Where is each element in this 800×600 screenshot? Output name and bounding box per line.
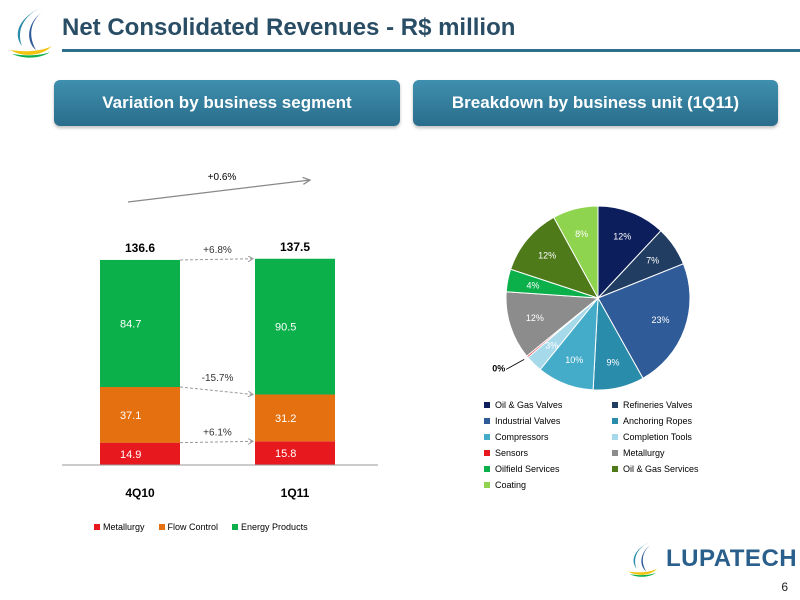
pie-slice-label: 10%	[565, 355, 583, 365]
legend-label: Oil & Gas Services	[623, 464, 699, 474]
bar-value-label: 14.9	[120, 449, 141, 461]
page-title: Net Consolidated Revenues - R$ million	[62, 14, 516, 41]
pie-legend-item: Sensors	[484, 448, 528, 458]
bar-segment-flow-control	[100, 387, 180, 443]
legend-label: Oil & Gas Valves	[495, 400, 563, 410]
legend-swatch	[612, 434, 618, 440]
legend-swatch	[484, 482, 490, 488]
legend-label: Energy Products	[241, 522, 308, 532]
page-number: 6	[781, 580, 788, 594]
metallurgy-change-label: +6.1%	[203, 427, 232, 438]
legend-label: Industrial Valves	[495, 416, 561, 426]
pie-legend-item: Anchoring Ropes	[612, 416, 692, 426]
legend-label: Flow Control	[167, 522, 219, 532]
pie-slice-label: 0%	[492, 363, 505, 373]
bar-value-label: 84.7	[120, 318, 141, 330]
legend-label: Completion Tools	[623, 432, 692, 442]
pie-slice-label: 12%	[613, 231, 631, 241]
legend-label: Oilfield Services	[495, 464, 560, 474]
brand-name: LUPATECH	[666, 545, 798, 572]
legend-item-flow-control: Flow Control	[158, 522, 219, 532]
pie-slice-label: 4%	[526, 280, 539, 290]
flow-control-change-connector	[179, 386, 253, 395]
category-tick-label: 1Q11	[281, 486, 310, 500]
bar-segment-energy-products	[100, 259, 180, 387]
bar-value-label: 37.1	[120, 410, 141, 422]
legend-swatch	[94, 524, 100, 530]
bar-value-label: 15.8	[275, 448, 296, 460]
pie-slice-industrial-valves	[597, 263, 691, 379]
legend-swatch	[612, 450, 618, 456]
total-change-arrow	[127, 180, 310, 203]
legend-swatch	[232, 524, 239, 530]
pie-legend-item: Oil & Gas Valves	[484, 400, 562, 410]
segment-variation-header: Variation by business segment	[54, 80, 400, 126]
bar-value-label: 90.5	[275, 322, 296, 334]
pie-legend-item: Industrial Valves	[484, 416, 560, 426]
pie-slice-oil-gas-services	[509, 216, 600, 299]
legend-swatch	[612, 402, 618, 408]
pie-slice-coating	[553, 205, 599, 299]
legend-label: Metallurgy	[103, 522, 145, 532]
lupatech-brand: LUPATECH	[624, 541, 797, 577]
lupatech-logo-mark-icon	[10, 8, 52, 58]
bar-value-label: 31.2	[275, 413, 296, 425]
pie-legend-item: Metallurgy	[612, 448, 665, 458]
legend-label: Metallurgy	[623, 448, 665, 458]
energy-products-change-label: +6.8%	[203, 245, 232, 256]
stacked-bar-chart: 14.9 37.1 84.7 136.6 4Q10 15.8 31.2 90.5 137.5 1Q…	[62, 172, 378, 500]
legend-swatch	[484, 402, 490, 408]
pie-legend-item: Completion Tools	[612, 432, 692, 442]
metallurgy-change-connector	[179, 441, 253, 442]
pie-legend-item: Refineries Valves	[612, 400, 692, 410]
legend-swatch	[612, 418, 618, 424]
business-unit-breakdown-header: Breakdown by business unit (1Q11)	[413, 80, 778, 126]
legend-swatch	[484, 466, 490, 472]
legend-label: Compressors	[495, 432, 549, 442]
legend-item-energy-products: Energy Products	[232, 522, 308, 532]
legend-swatch	[484, 450, 490, 456]
total-change-label: +0.6%	[208, 172, 237, 183]
bar-total-label: 136.6	[125, 241, 155, 255]
pie-slice-label: 23%	[651, 315, 669, 325]
legend-swatch	[484, 418, 490, 424]
title-underline	[62, 49, 800, 52]
pie-legend-item: Oil & Gas Services	[612, 464, 699, 474]
legend-item-metallurgy: Metallurgy	[94, 522, 145, 532]
pie-slice-label: 12%	[538, 251, 556, 261]
legend-label: Coating	[495, 480, 527, 490]
category-tick-label: 4Q10	[125, 486, 155, 500]
pie-legend-item: Compressors	[484, 432, 549, 442]
legend-label: Anchoring Ropes	[623, 416, 693, 426]
legend-label: Refineries Valves	[623, 400, 693, 410]
pie-slice-label: 3%	[545, 340, 558, 350]
pie-slice-label: 7%	[646, 256, 659, 266]
legend-swatch	[612, 466, 618, 472]
flow-control-change-label: -15.7%	[202, 373, 234, 384]
pie-slice-metallurgy	[505, 291, 600, 357]
bar-segment-flow-control	[255, 394, 335, 442]
bar-segment-energy-products	[255, 258, 335, 395]
pie-slice-label: 12%	[526, 313, 544, 323]
pie-leader-line	[505, 359, 525, 370]
bar-segment-metallurgy	[255, 441, 335, 465]
legend-swatch	[484, 434, 490, 440]
pie-legend-item: Oilfield Services	[484, 464, 560, 474]
business-unit-pie-chart: 12% 7% 23% 9% 10% 3% 0% 12% 4% 12% 8%	[492, 205, 691, 391]
energy-products-change-connector	[179, 259, 253, 260]
bar-total-label: 137.5	[280, 240, 310, 254]
bar-segment-metallurgy	[100, 442, 180, 465]
legend-label: Sensors	[495, 448, 529, 458]
pie-legend-item: Coating	[484, 480, 526, 490]
pie-slice-oil-gas-valves	[597, 205, 662, 300]
lupatech-logo-icon	[628, 542, 658, 577]
legend-swatch	[158, 524, 165, 530]
pie-slice-label: 8%	[575, 229, 588, 239]
pie-slice-label: 9%	[607, 358, 620, 368]
bar-chart-legend: Metallurgy Flow Control Energy Products	[94, 522, 308, 532]
